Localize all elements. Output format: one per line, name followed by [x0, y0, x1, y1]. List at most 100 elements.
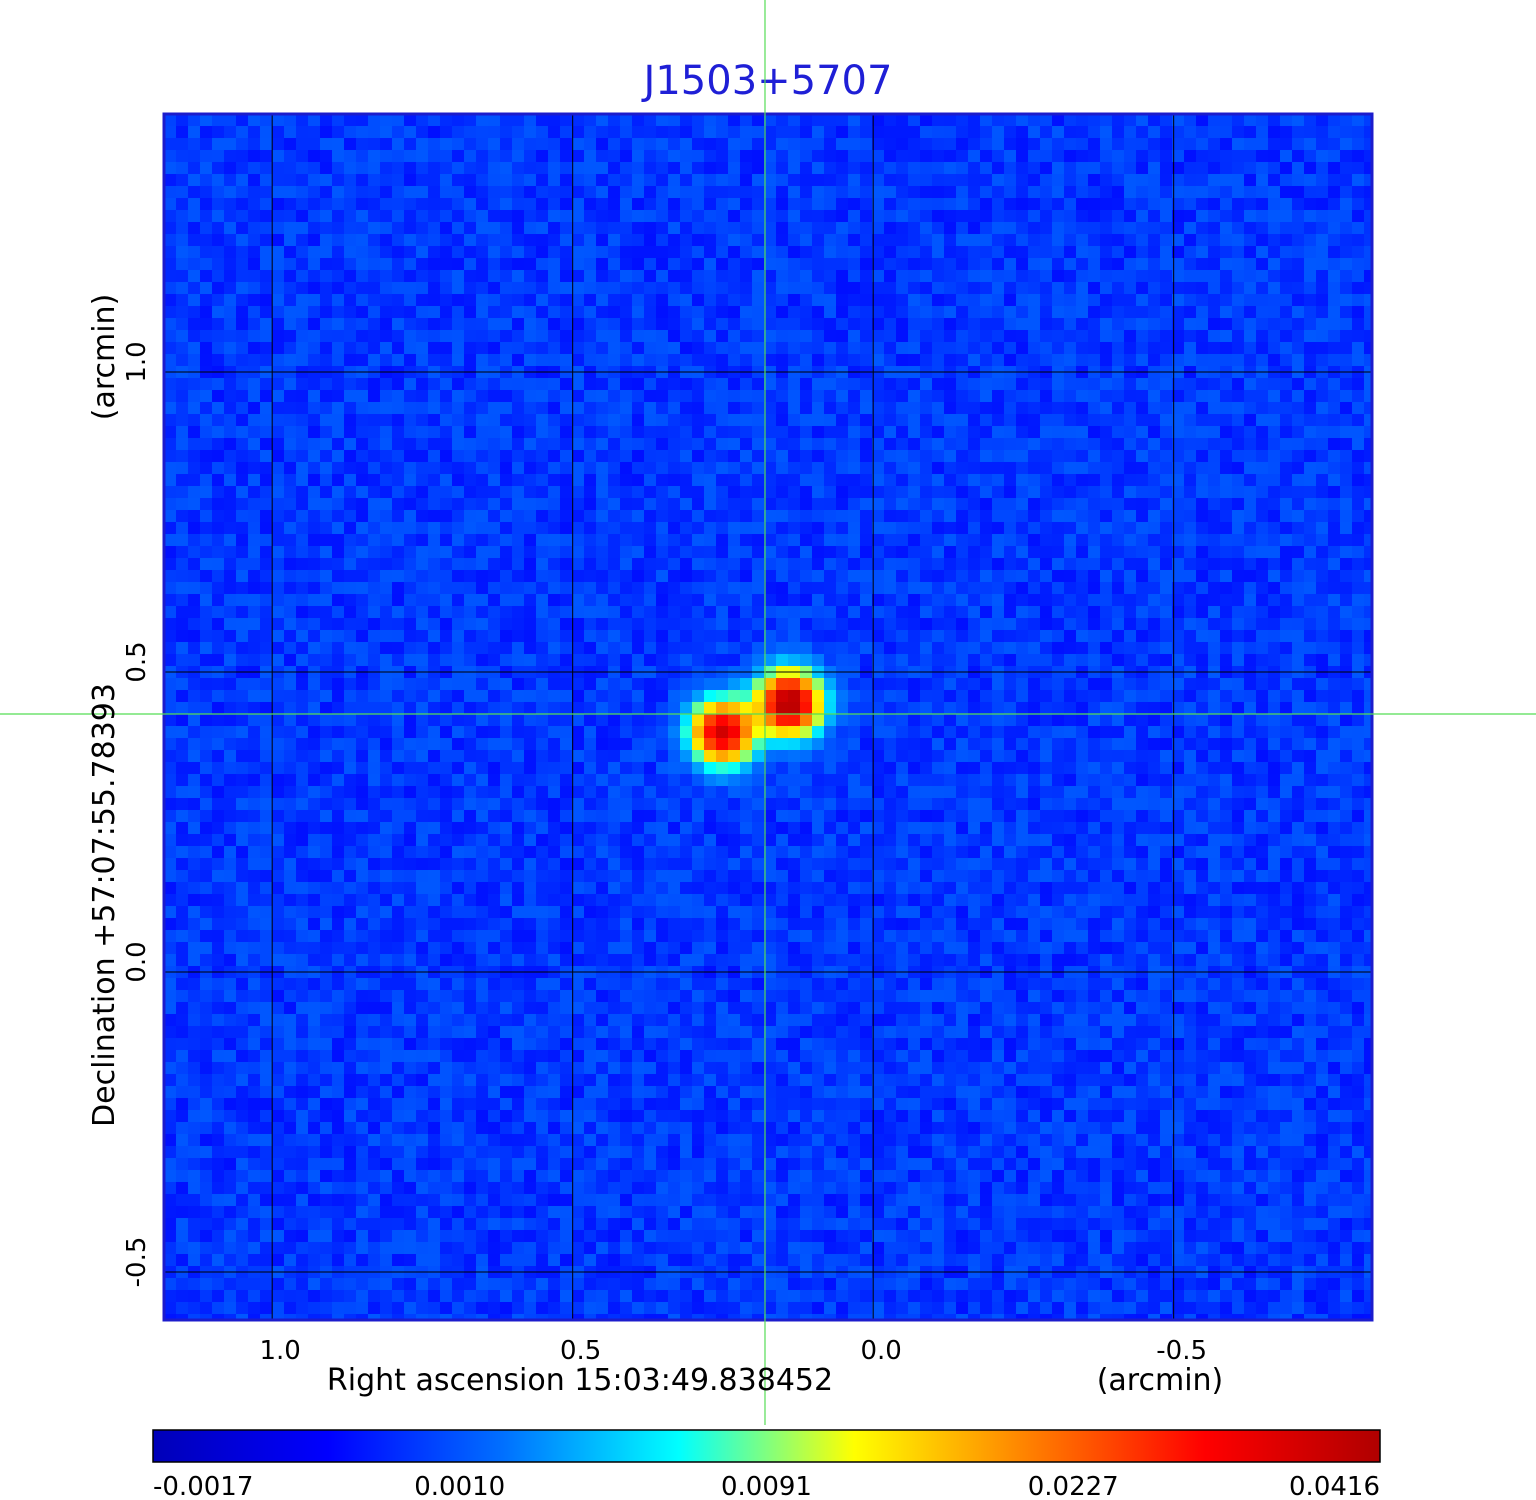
image-pixel	[932, 654, 945, 667]
image-pixel	[1208, 618, 1221, 631]
image-pixel	[1052, 510, 1065, 523]
image-pixel	[524, 114, 537, 127]
image-pixel	[1004, 138, 1017, 151]
image-pixel	[620, 558, 633, 571]
image-pixel	[1160, 210, 1173, 223]
image-pixel	[680, 522, 693, 535]
image-pixel	[1352, 318, 1365, 331]
image-pixel	[764, 450, 777, 463]
image-pixel	[488, 258, 501, 271]
image-pixel	[368, 354, 381, 367]
image-pixel	[344, 630, 357, 643]
image-pixel	[512, 618, 525, 631]
image-pixel	[464, 378, 477, 391]
image-pixel	[656, 126, 669, 139]
image-pixel	[1064, 282, 1077, 295]
image-pixel	[356, 702, 369, 715]
image-pixel	[1100, 306, 1113, 319]
image-pixel	[464, 474, 477, 487]
image-pixel	[1064, 594, 1077, 607]
image-pixel	[1064, 510, 1077, 523]
image-pixel	[1148, 282, 1161, 295]
image-pixel	[1088, 522, 1101, 535]
image-pixel	[776, 546, 789, 559]
image-pixel	[1184, 294, 1197, 307]
image-pixel	[200, 594, 213, 607]
image-pixel	[980, 174, 993, 187]
image-pixel	[680, 558, 693, 571]
image-pixel	[1232, 402, 1245, 415]
image-pixel	[524, 126, 537, 139]
image-pixel	[1208, 522, 1221, 535]
image-pixel	[500, 438, 513, 451]
image-pixel	[1316, 654, 1329, 667]
image-pixel	[452, 414, 465, 427]
image-pixel	[632, 306, 645, 319]
image-pixel	[668, 690, 681, 703]
image-pixel	[1112, 162, 1125, 175]
image-pixel	[344, 462, 357, 475]
image-pixel	[776, 606, 789, 619]
image-pixel	[1040, 138, 1053, 151]
image-pixel	[536, 198, 549, 211]
image-pixel	[488, 114, 501, 127]
image-pixel	[1292, 342, 1305, 355]
image-pixel	[1124, 270, 1137, 283]
image-pixel	[1184, 450, 1197, 463]
image-pixel	[824, 558, 837, 571]
image-pixel	[764, 234, 777, 247]
image-pixel	[1364, 270, 1372, 283]
image-pixel	[692, 318, 705, 331]
image-pixel	[464, 282, 477, 295]
image-pixel	[812, 558, 825, 571]
image-pixel	[812, 426, 825, 439]
image-pixel	[872, 174, 885, 187]
image-pixel	[1160, 150, 1173, 163]
image-pixel	[1196, 126, 1209, 139]
image-pixel	[920, 522, 933, 535]
image-pixel	[212, 570, 225, 583]
image-pixel	[380, 630, 393, 643]
image-pixel	[1304, 486, 1317, 499]
image-pixel	[1028, 342, 1041, 355]
image-pixel	[1340, 390, 1353, 403]
image-pixel	[1340, 138, 1353, 151]
image-pixel	[944, 546, 957, 559]
image-pixel	[980, 390, 993, 403]
image-pixel	[740, 162, 753, 175]
image-pixel	[1160, 642, 1173, 655]
image-pixel	[1148, 582, 1161, 595]
image-pixel	[932, 630, 945, 643]
image-pixel	[524, 246, 537, 259]
image-pixel	[1316, 558, 1329, 571]
image-pixel	[788, 690, 801, 703]
image-pixel	[836, 486, 849, 499]
image-pixel	[404, 618, 417, 631]
image-pixel	[968, 270, 981, 283]
image-pixel	[836, 186, 849, 199]
image-pixel	[824, 642, 837, 655]
image-pixel	[656, 114, 669, 127]
image-pixel	[812, 258, 825, 271]
image-pixel	[872, 414, 885, 427]
image-pixel	[1124, 234, 1137, 247]
image-pixel	[380, 282, 393, 295]
image-pixel	[368, 246, 381, 259]
image-pixel	[596, 270, 609, 283]
image-pixel	[284, 210, 297, 223]
image-pixel	[788, 330, 801, 343]
image-pixel	[1076, 546, 1089, 559]
image-pixel	[1160, 498, 1173, 511]
image-pixel	[1256, 222, 1269, 235]
image-pixel	[836, 462, 849, 475]
image-pixel	[1328, 162, 1341, 175]
image-pixel	[620, 150, 633, 163]
image-pixel	[1040, 390, 1053, 403]
image-pixel	[1028, 378, 1041, 391]
image-pixel	[176, 438, 189, 451]
image-pixel	[776, 450, 789, 463]
image-pixel	[1352, 546, 1365, 559]
image-pixel	[284, 498, 297, 511]
image-pixel	[716, 546, 729, 559]
image-pixel	[1208, 606, 1221, 619]
